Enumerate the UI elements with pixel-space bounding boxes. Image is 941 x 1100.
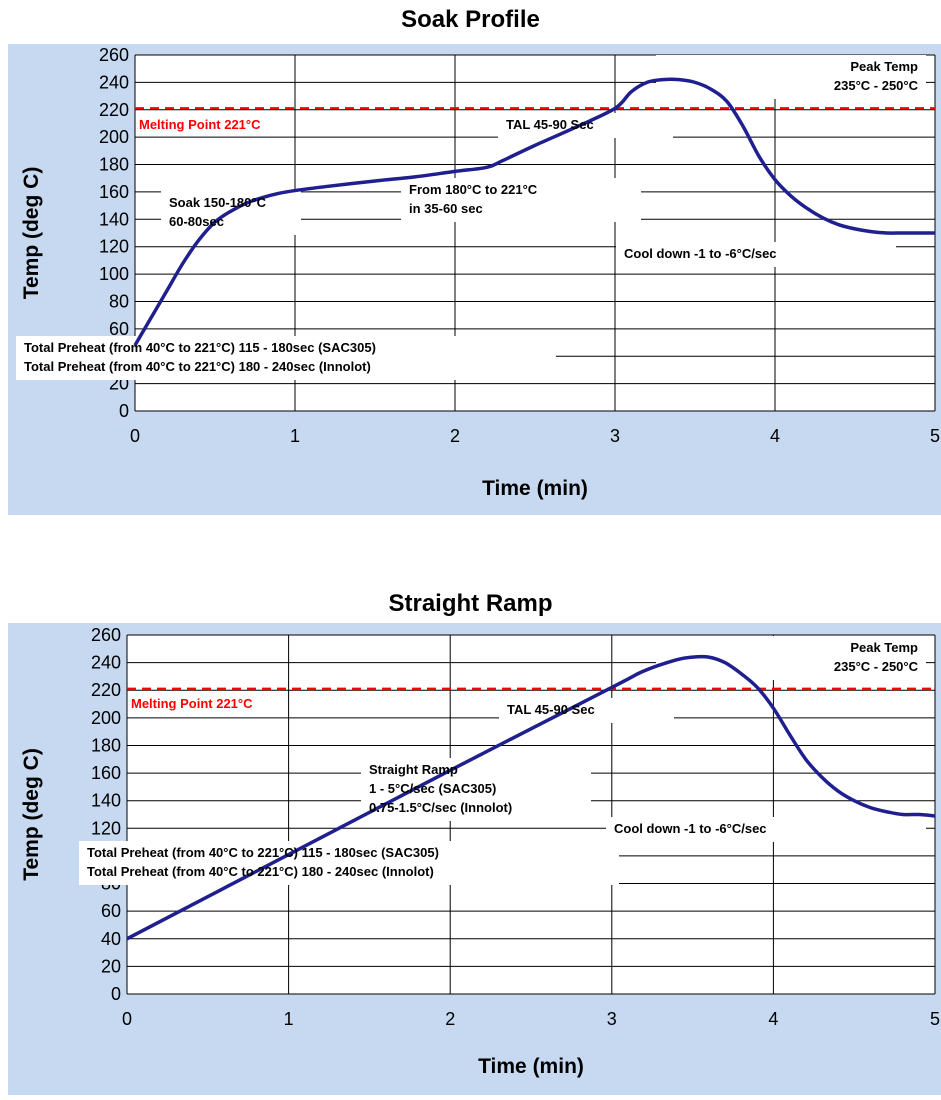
y-tick-label: 220 [91, 680, 121, 700]
x-axis-title: Time (min) [478, 1055, 584, 1078]
chart-panel-ramp: 0204060801001201401601802002202402600123… [8, 623, 941, 1095]
y-tick-label: 200 [91, 708, 121, 728]
x-axis-title: Time (min) [482, 477, 588, 500]
annotation-text: Cool down -1 to -6°C/sec [624, 246, 777, 261]
annotation-box [616, 242, 896, 267]
annotation-text: Soak 150-180°C [169, 195, 267, 210]
annotation-text: TAL 45-90 Sec [506, 117, 594, 132]
annotation-text: TAL 45-90 Sec [507, 702, 595, 717]
y-tick-label: 240 [99, 72, 129, 92]
y-tick-label: 20 [101, 956, 121, 976]
x-tick-label: 2 [445, 1009, 455, 1029]
annotation-text: Total Preheat (from 40°C to 221°C) 180 -… [87, 864, 434, 879]
y-tick-label: 160 [91, 763, 121, 783]
soak-profile-chart: 0204060801001201401601802002202402600123… [16, 45, 940, 500]
y-tick-label: 120 [91, 818, 121, 838]
annotation-box [401, 178, 641, 222]
y-tick-label: 40 [101, 929, 121, 949]
annotation-text: 235°C - 250°C [834, 659, 919, 674]
x-tick-label: 3 [610, 426, 620, 446]
y-tick-label: 260 [99, 45, 129, 65]
annotation-text: Straight Ramp [369, 762, 458, 777]
annotation-text: 60-80sec [169, 214, 224, 229]
y-tick-label: 0 [119, 401, 129, 421]
x-tick-label: 0 [130, 426, 140, 446]
x-tick-label: 3 [607, 1009, 617, 1029]
y-tick-label: 160 [99, 182, 129, 202]
temperature-series-line [133, 77, 935, 347]
annotation-text: 1 - 5°C/sec (SAC305) [369, 781, 496, 796]
chart-title-ramp: Straight Ramp [388, 590, 553, 617]
y-axis-title: Temp (deg C) [20, 167, 43, 300]
x-tick-label: 0 [122, 1009, 132, 1029]
y-tick-label: 140 [91, 791, 121, 811]
annotation-text: in 35-60 sec [409, 201, 483, 216]
chart-panel-soak: 0204060801001201401601802002202402600123… [8, 44, 941, 515]
annotation-box [16, 336, 556, 380]
y-tick-label: 60 [109, 319, 129, 339]
annotation-text: From 180°C to 221°C [409, 182, 538, 197]
y-tick-label: 120 [99, 237, 129, 257]
chart-title-soak: Soak Profile [401, 6, 540, 33]
annotation-box [656, 55, 926, 99]
straight-ramp-chart: 0204060801001201401601802002202402600123… [20, 625, 940, 1078]
y-tick-label: 140 [99, 209, 129, 229]
annotation-text: Cool down -1 to -6°C/sec [614, 821, 767, 836]
annotation-box [361, 758, 591, 821]
y-axis-title: Temp (deg C) [20, 748, 43, 881]
annotation-text: Total Preheat (from 40°C to 221°C) 115 -… [87, 845, 439, 860]
x-tick-label: 4 [770, 426, 780, 446]
x-tick-label: 1 [290, 426, 300, 446]
annotation-box [606, 817, 926, 842]
annotation-text: Total Preheat (from 40°C to 221°C) 180 -… [24, 359, 371, 374]
y-tick-label: 80 [109, 291, 129, 311]
y-tick-label: 0 [111, 984, 121, 1004]
annotation-text: Peak Temp [850, 59, 918, 74]
y-tick-label: 260 [91, 625, 121, 645]
melting-point-label: Melting Point 221°C [139, 117, 261, 132]
y-tick-label: 220 [99, 100, 129, 120]
y-tick-label: 60 [101, 901, 121, 921]
annotation-box [79, 841, 619, 885]
y-tick-label: 100 [99, 264, 129, 284]
annotation-box [498, 113, 673, 138]
y-tick-label: 180 [91, 735, 121, 755]
x-tick-label: 4 [768, 1009, 778, 1029]
annotation-text: Total Preheat (from 40°C to 221°C) 115 -… [24, 340, 376, 355]
y-tick-label: 180 [99, 155, 129, 175]
melting-point-label: Melting Point 221°C [131, 696, 253, 711]
x-tick-label: 5 [930, 1009, 940, 1029]
annotation-text: 0.75-1.5°C/sec (Innolot) [369, 800, 512, 815]
y-tick-label: 240 [91, 653, 121, 673]
x-tick-label: 2 [450, 426, 460, 446]
x-tick-label: 5 [930, 426, 940, 446]
annotation-text: Peak Temp [850, 640, 918, 655]
y-tick-label: 200 [99, 127, 129, 147]
temperature-series-line [126, 654, 936, 941]
x-tick-label: 1 [284, 1009, 294, 1029]
annotation-text: 235°C - 250°C [834, 78, 919, 93]
